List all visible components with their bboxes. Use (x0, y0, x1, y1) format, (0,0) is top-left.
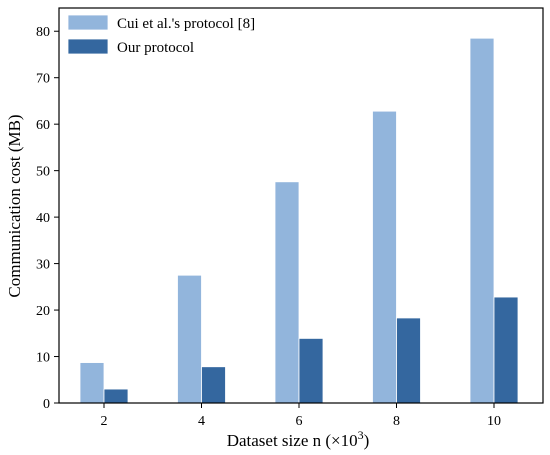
bar-cui-2 (79, 362, 105, 404)
legend-label-ours: Our protocol (117, 40, 194, 56)
x-tick-label-6: 6 (296, 414, 303, 429)
legend-label-cui: Cui et al.'s protocol [8] (117, 16, 255, 32)
y-tick-label-50: 50 (36, 165, 50, 180)
x-axis-label-close: ) (364, 431, 370, 450)
y-tick-label-10: 10 (36, 351, 50, 366)
x-axis-ticks: 2 4 6 8 10 (101, 403, 501, 429)
y-tick-label-30: 30 (36, 258, 50, 273)
y-axis-label: Communication cost (MB) (5, 114, 24, 297)
x-axis-label: Dataset size n (×103) (227, 428, 370, 450)
x-tick-label-4: 4 (198, 414, 205, 429)
x-axis-label-text: Dataset size n (×10 (227, 431, 358, 450)
y-tick-label-0: 0 (43, 397, 50, 412)
bar-ours-4 (201, 366, 226, 404)
legend-swatch-ours (67, 38, 109, 55)
bars-group (79, 37, 519, 404)
y-tick-label-20: 20 (36, 304, 50, 319)
y-tick-label-40: 40 (36, 211, 50, 226)
y-tick-label-60: 60 (36, 118, 50, 133)
bar-ours-6 (298, 338, 324, 404)
bar-cui-10 (469, 37, 495, 404)
legend-swatch-cui (67, 14, 109, 31)
x-tick-label-8: 8 (393, 414, 400, 429)
bar-ours-8 (396, 317, 421, 404)
y-tick-label-80: 80 (36, 25, 50, 40)
x-axis-label-exponent: 3 (358, 428, 364, 442)
y-axis-ticks: 0 10 20 30 40 50 60 70 80 (36, 25, 59, 412)
plot-frame (58, 7, 544, 404)
x-tick-label-10: 10 (487, 414, 501, 429)
bar-cui-6 (274, 181, 300, 404)
y-tick-label-70: 70 (36, 72, 50, 87)
legend: Cui et al.'s protocol [8] Our protocol (67, 14, 255, 56)
bar-ours-2 (103, 388, 129, 404)
bar-cui-4 (177, 274, 202, 404)
bar-cui-8 (372, 110, 397, 404)
bar-ours-10 (493, 296, 519, 404)
x-tick-label-2: 2 (101, 414, 108, 429)
